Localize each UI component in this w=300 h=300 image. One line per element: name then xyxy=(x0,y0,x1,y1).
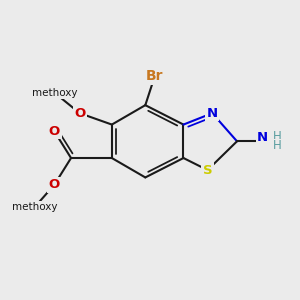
Text: O: O xyxy=(49,125,60,138)
Text: H: H xyxy=(273,140,281,152)
Text: N: N xyxy=(207,107,218,120)
Text: O: O xyxy=(74,107,85,120)
Text: methoxy: methoxy xyxy=(12,202,58,212)
Text: Br: Br xyxy=(146,69,164,83)
Text: N: N xyxy=(257,131,268,145)
Text: O: O xyxy=(49,178,60,191)
Text: S: S xyxy=(203,164,212,177)
Text: methoxy: methoxy xyxy=(32,88,78,98)
Text: H: H xyxy=(273,130,281,143)
